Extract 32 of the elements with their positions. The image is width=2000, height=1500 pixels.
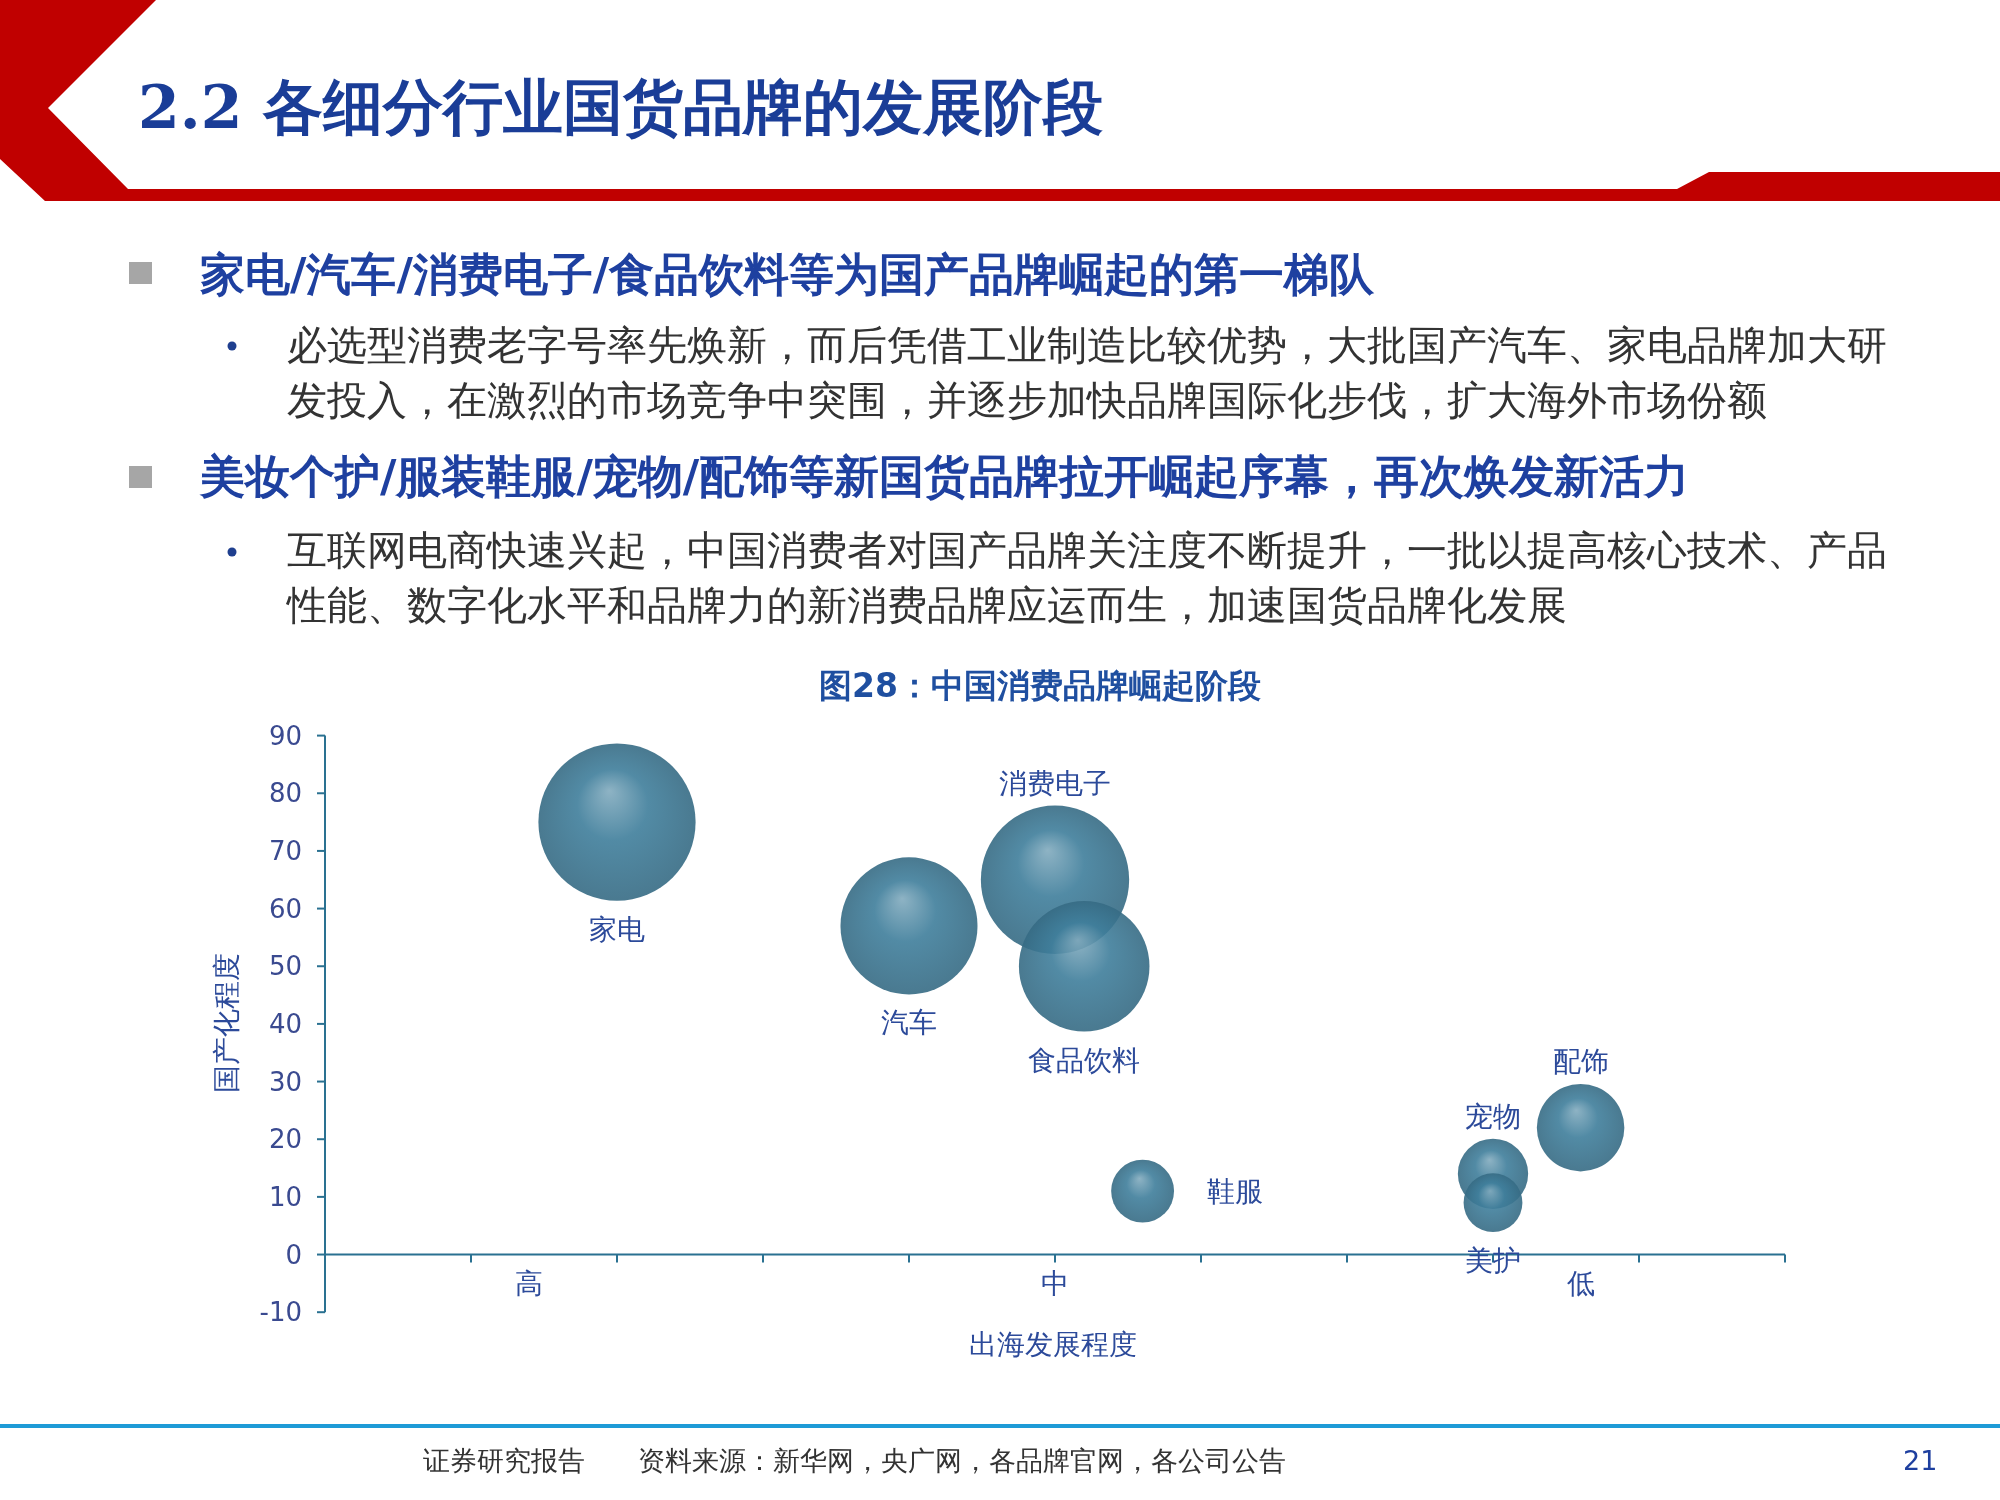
ytick-label: 90 [268, 720, 302, 751]
ytick-label: 40 [268, 1008, 302, 1039]
ytick-label: 70 [268, 835, 302, 866]
series-label: 鞋服 [1207, 1174, 1264, 1208]
annotation: 家电/汽车/消费电子/食品饮料等为国产品牌崛起的第一梯队 [200, 248, 1375, 301]
xlabel: 出海发展程度 [969, 1328, 1137, 1361]
annotation: 21 [1903, 1445, 1938, 1476]
series-label: 宠物 [1465, 1099, 1521, 1133]
annotation: 美妆个护/服装鞋服/宠物/配饰等新国货品牌拉开崛起序幕，再次焕发新活力 [200, 450, 1690, 503]
annotation: 资料来源：新华网，央广网，各品牌官网，各公司公告 [638, 1445, 1286, 1476]
ytick-label: -10 [259, 1297, 302, 1328]
ytick-label: 20 [268, 1124, 302, 1155]
ytick-label: 0 [285, 1239, 302, 1270]
series-label: 家电 [589, 912, 645, 946]
annotation: 必选型消费老字号率先焕新，而后凭借工业制造比较优势，大批国产汽车、家电品牌加大研发投入，在激烈的市场竞争中突围，并逐步加快品牌国际化步伐，扩大海外市场份额 [287, 321, 1888, 425]
xtick-label: 低 [1566, 1266, 1595, 1300]
xtick-label: 中 [1041, 1266, 1069, 1300]
series-label: 汽车 [881, 1006, 937, 1040]
series-label: 消费电子 [999, 766, 1111, 800]
annotation: 互联网电商快速兴起，中国消费者对国产品牌关注度不断提升，一批以提高核心技术、产品性能、数字化水平和品牌力的新消费品牌应运而生，加速国货品牌化发展 [287, 526, 1888, 630]
ytick-label: 30 [268, 1066, 302, 1097]
annotation: 证券研究报告 [423, 1445, 585, 1476]
series-label: 配饰 [1552, 1044, 1609, 1078]
subtitle: 图28：中国消费品牌崛起阶段 [819, 666, 1261, 705]
ytick-label: 10 [268, 1181, 302, 1212]
ytick-label: 60 [268, 893, 302, 924]
series-label: 食品饮料 [1028, 1043, 1141, 1077]
ylabel: 国产化程度 [210, 953, 243, 1093]
ytick-label: 80 [268, 778, 302, 809]
ytick-label: 50 [268, 951, 302, 982]
title: 2.2 各细分行业国货品牌的发展阶段 [138, 72, 1104, 142]
xtick-label: 高 [515, 1266, 544, 1300]
